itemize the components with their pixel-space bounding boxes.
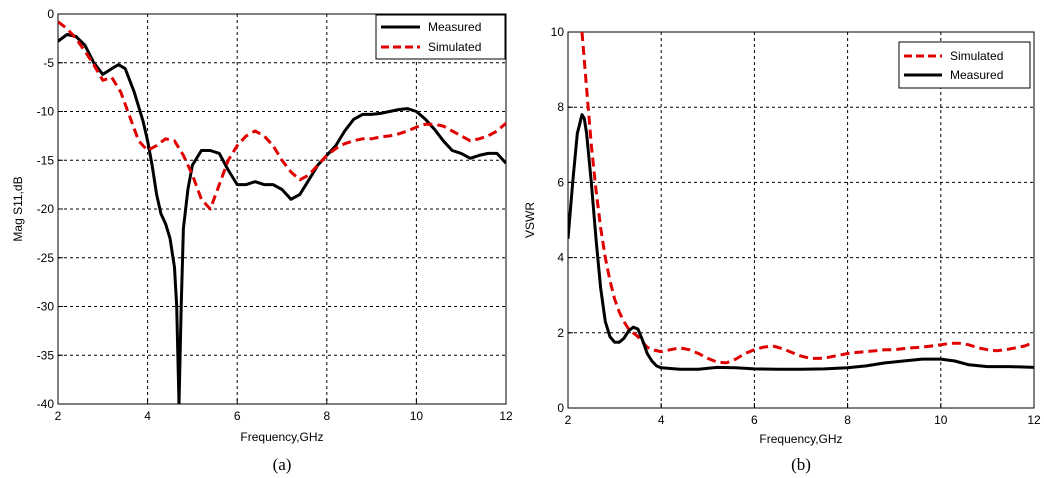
series-line-simulated [580,32,1034,365]
y-ticks-a: 0 -5 -10 -15 -20 -25 -30 -35 -40 [37,7,63,411]
y-tick-label: -40 [37,397,55,411]
x-tick-label: 6 [751,413,758,427]
x-tick-label: 12 [1027,413,1041,427]
y-tick-label: -5 [43,56,54,70]
caption-b: (b) [791,455,811,474]
y-tick-label: -25 [37,251,55,265]
x-tick-label: 12 [499,409,513,423]
legend-label-simulated-b: Simulated [950,49,1003,63]
y-tick-label: -35 [37,348,55,362]
legend-box-a [375,14,506,60]
y-tick-label: 6 [557,175,564,189]
y-tick-label: 2 [557,326,564,340]
x-tick-label: 4 [144,409,151,423]
caption-a: (a) [273,455,292,474]
x-tick-label: 8 [323,409,330,423]
legend-label-simulated-a: Simulated [428,40,481,54]
series-b [568,32,1034,371]
legend-label-measured-a: Measured [428,20,481,34]
y-tick-label: -20 [37,202,55,216]
x-tick-label: 4 [658,413,665,427]
y-tick-label: -10 [37,105,55,119]
chart-panel-a: 2 4 6 8 10 12 0 -5 -10 -15 -20 -25 -30 -35 -40 Freque… [11,7,513,474]
series-line-measured [58,33,506,404]
x-axis-label-b: Frequency,GHz [759,432,842,446]
x-tick-label: 2 [55,409,62,423]
x-tick-label: 8 [844,413,851,427]
x-ticks-a: 2 4 6 8 10 12 [55,399,513,423]
legend-box-b [898,41,1031,89]
x-axis-label-a: Frequency,GHz [240,430,323,444]
y-tick-label: -15 [37,153,55,167]
y-ticks-b: 10 8 6 4 2 0 [551,25,573,415]
x-ticks-b: 2 4 6 8 10 12 [565,403,1041,427]
y-tick-label: 8 [557,100,564,114]
grid-a [58,14,506,404]
y-tick-label: 4 [557,251,564,265]
y-axis-label-a: Mag S11,dB [11,176,25,241]
x-tick-label: 6 [234,409,241,423]
series-line-measured [568,113,1034,371]
x-tick-label: 10 [410,409,424,423]
legend-a: Measured Simulated [375,14,506,60]
x-tick-label: 2 [565,413,572,427]
legend-b: Simulated Measured [898,41,1031,89]
x-tick-label: 10 [934,413,948,427]
y-tick-label: -30 [37,300,55,314]
y-tick-label: 0 [557,401,564,415]
y-tick-label: 10 [551,25,565,39]
y-axis-label-b: VSWR [523,202,537,238]
legend-label-measured-b: Measured [950,68,1003,82]
series-a [58,20,506,404]
series-line-simulated [58,20,506,211]
y-tick-label: 0 [47,7,54,21]
